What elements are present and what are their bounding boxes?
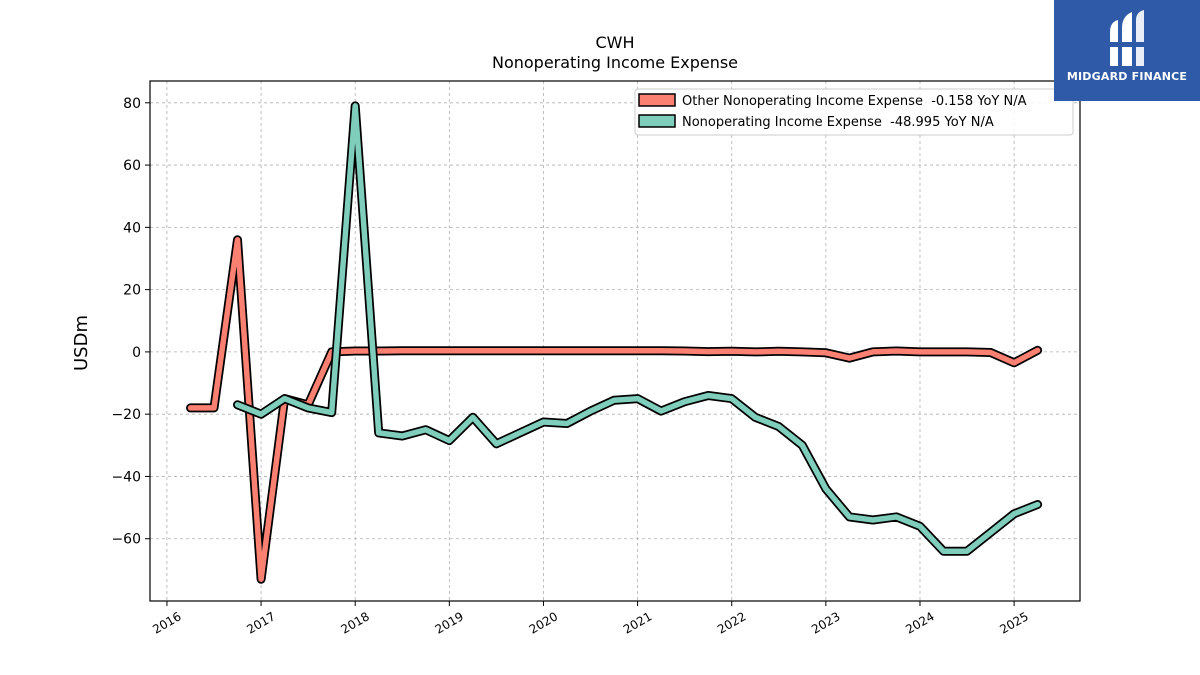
legend: Other Nonoperating Income Expense -0.158… [634, 88, 1074, 136]
legend-label-other: Other Nonoperating Income Expense -0.158… [682, 94, 1027, 109]
legend-box [634, 88, 1074, 136]
y-axis: 80 60 40 20 0 −20 −40 −60 [111, 96, 150, 548]
plot-frame [149, 80, 1081, 602]
x-tick-label: 2024 [903, 609, 936, 636]
legend-swatch-nonoperating [638, 114, 676, 128]
y-tick-label: −60 [111, 532, 141, 548]
y-tick-label: 20 [123, 283, 141, 299]
x-tick-label: 2019 [433, 609, 466, 636]
legend-label-nonoperating: Nonoperating Income Expense -48.995 YoY … [682, 115, 994, 130]
chart-subtitle: Nonoperating Income Expense [492, 53, 738, 72]
x-tick-label: 2016 [150, 609, 183, 636]
y-tick-label: −40 [111, 469, 141, 485]
grid [150, 81, 1080, 601]
x-tick-label: 2022 [715, 609, 748, 636]
x-tick-label: 2023 [809, 609, 842, 636]
x-tick-label: 2025 [997, 609, 1030, 636]
x-tick-label: 2021 [621, 609, 654, 636]
x-tick-label: 2020 [527, 609, 560, 636]
y-tick-label: 80 [123, 96, 141, 112]
logo-text: MIDGARD FINANCE [1066, 70, 1188, 83]
y-tick-label: −20 [111, 407, 141, 423]
x-tick-label: 2017 [244, 609, 277, 636]
x-tick-label: 2018 [338, 609, 371, 636]
chart-title: CWH [595, 33, 634, 52]
y-tick-label: 60 [123, 158, 141, 174]
midgard-logo-icon [1108, 10, 1146, 66]
x-axis: 2016 2017 2018 2019 2020 2021 2022 2023 2024 2025 [150, 601, 1031, 637]
midgard-finance-logo: MIDGARD FINANCE [1054, 0, 1200, 101]
legend-swatch-other [638, 93, 676, 107]
y-tick-label: 40 [123, 220, 141, 236]
plot-area [186, 101, 1043, 584]
y-tick-label: 0 [132, 345, 141, 361]
y-axis-label: USDm [71, 315, 92, 371]
